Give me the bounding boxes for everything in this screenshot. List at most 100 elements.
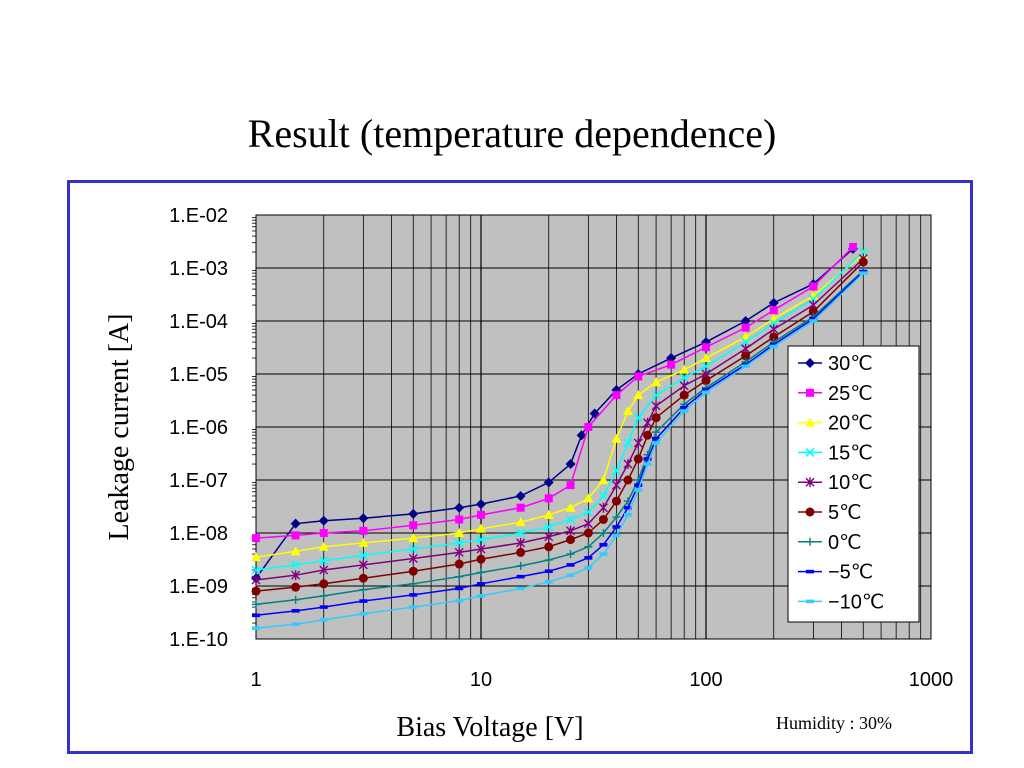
data-point — [740, 316, 751, 326]
data-point — [544, 555, 553, 564]
data-point — [623, 513, 632, 517]
data-point — [319, 556, 329, 566]
x-tick-label: 10 — [470, 669, 492, 691]
data-point — [543, 509, 554, 519]
data-point — [477, 568, 485, 577]
data-point — [584, 423, 593, 431]
data-point — [599, 552, 608, 556]
data-point — [409, 579, 418, 588]
data-point — [516, 561, 525, 570]
series-4 — [251, 253, 868, 585]
data-point — [769, 306, 778, 315]
data-point — [643, 462, 652, 466]
legend-marker — [805, 417, 815, 427]
data-point — [408, 553, 418, 564]
data-point — [623, 438, 633, 448]
data-point — [318, 515, 329, 526]
data-point — [319, 591, 328, 600]
data-point — [358, 559, 368, 570]
legend-label: 0℃ — [828, 532, 862, 554]
data-point — [679, 380, 689, 391]
data-point — [667, 360, 676, 369]
data-point — [476, 523, 486, 533]
x-tick-labels: 1 10 100 1000 — [250, 669, 953, 691]
data-point — [741, 323, 750, 332]
data-point — [477, 582, 485, 586]
data-point — [476, 554, 486, 564]
data-point — [516, 574, 525, 579]
data-point — [566, 573, 575, 577]
data-point — [611, 496, 621, 506]
data-point — [848, 242, 857, 251]
data-point — [702, 390, 710, 395]
data-point — [623, 459, 633, 470]
data-point — [516, 528, 526, 538]
data-point — [319, 618, 328, 622]
series-line — [255, 248, 854, 579]
data-point — [516, 537, 526, 548]
series-1 — [252, 242, 857, 543]
data-point — [455, 572, 464, 581]
data-point — [612, 525, 621, 529]
series-3 — [251, 247, 868, 575]
y-tick-label: 1.E-10 — [169, 629, 228, 651]
data-point — [409, 605, 418, 609]
data-point — [516, 586, 525, 591]
data-point — [623, 505, 632, 510]
data-point — [455, 586, 464, 591]
data-point — [633, 437, 643, 448]
data-point — [651, 390, 661, 400]
legend-label: 25℃ — [828, 383, 873, 405]
data-point — [319, 529, 328, 537]
y-tick-label: 1.E-03 — [169, 258, 228, 280]
y-tick-label: 1.E-02 — [169, 205, 228, 227]
data-point — [583, 518, 593, 529]
data-point — [809, 319, 818, 323]
data-point — [598, 491, 608, 501]
data-point — [290, 518, 301, 529]
data-point — [634, 488, 643, 492]
data-point — [358, 537, 369, 547]
legend-label: 10℃ — [828, 472, 873, 494]
data-point — [809, 317, 818, 321]
data-point — [408, 533, 419, 543]
data-point — [476, 535, 486, 545]
data-point — [702, 388, 710, 392]
series-7 — [252, 269, 868, 618]
data-point — [566, 550, 575, 559]
legend-marker — [805, 358, 815, 368]
data-point — [679, 390, 689, 400]
data-point — [291, 595, 300, 604]
data-point — [741, 364, 750, 369]
data-point — [544, 569, 553, 574]
data-point — [454, 559, 464, 569]
series-line — [255, 253, 864, 558]
data-point — [584, 566, 593, 570]
x-tick-label: 100 — [689, 669, 722, 691]
legend-label: 20℃ — [828, 413, 873, 435]
data-point — [454, 547, 464, 558]
data-point — [251, 586, 261, 596]
data-point — [633, 454, 643, 464]
data-point — [859, 271, 868, 275]
data-point — [651, 413, 661, 423]
data-point — [359, 599, 368, 603]
data-point — [252, 626, 260, 630]
data-point — [576, 430, 587, 441]
data-point — [455, 598, 464, 603]
data-point — [515, 490, 526, 501]
data-point — [611, 433, 622, 443]
legend-marker — [805, 447, 815, 457]
data-point — [768, 297, 779, 308]
data-point — [251, 552, 261, 562]
data-point — [612, 391, 621, 400]
legend-marker — [805, 507, 815, 517]
data-point — [680, 406, 689, 410]
legend-label: 15℃ — [828, 442, 873, 464]
data-point — [634, 476, 643, 484]
data-point — [633, 390, 644, 400]
data-point — [769, 342, 778, 347]
legend-label: −5℃ — [828, 562, 873, 584]
y-tick-label: 1.E-06 — [169, 417, 228, 439]
data-point — [319, 565, 329, 576]
